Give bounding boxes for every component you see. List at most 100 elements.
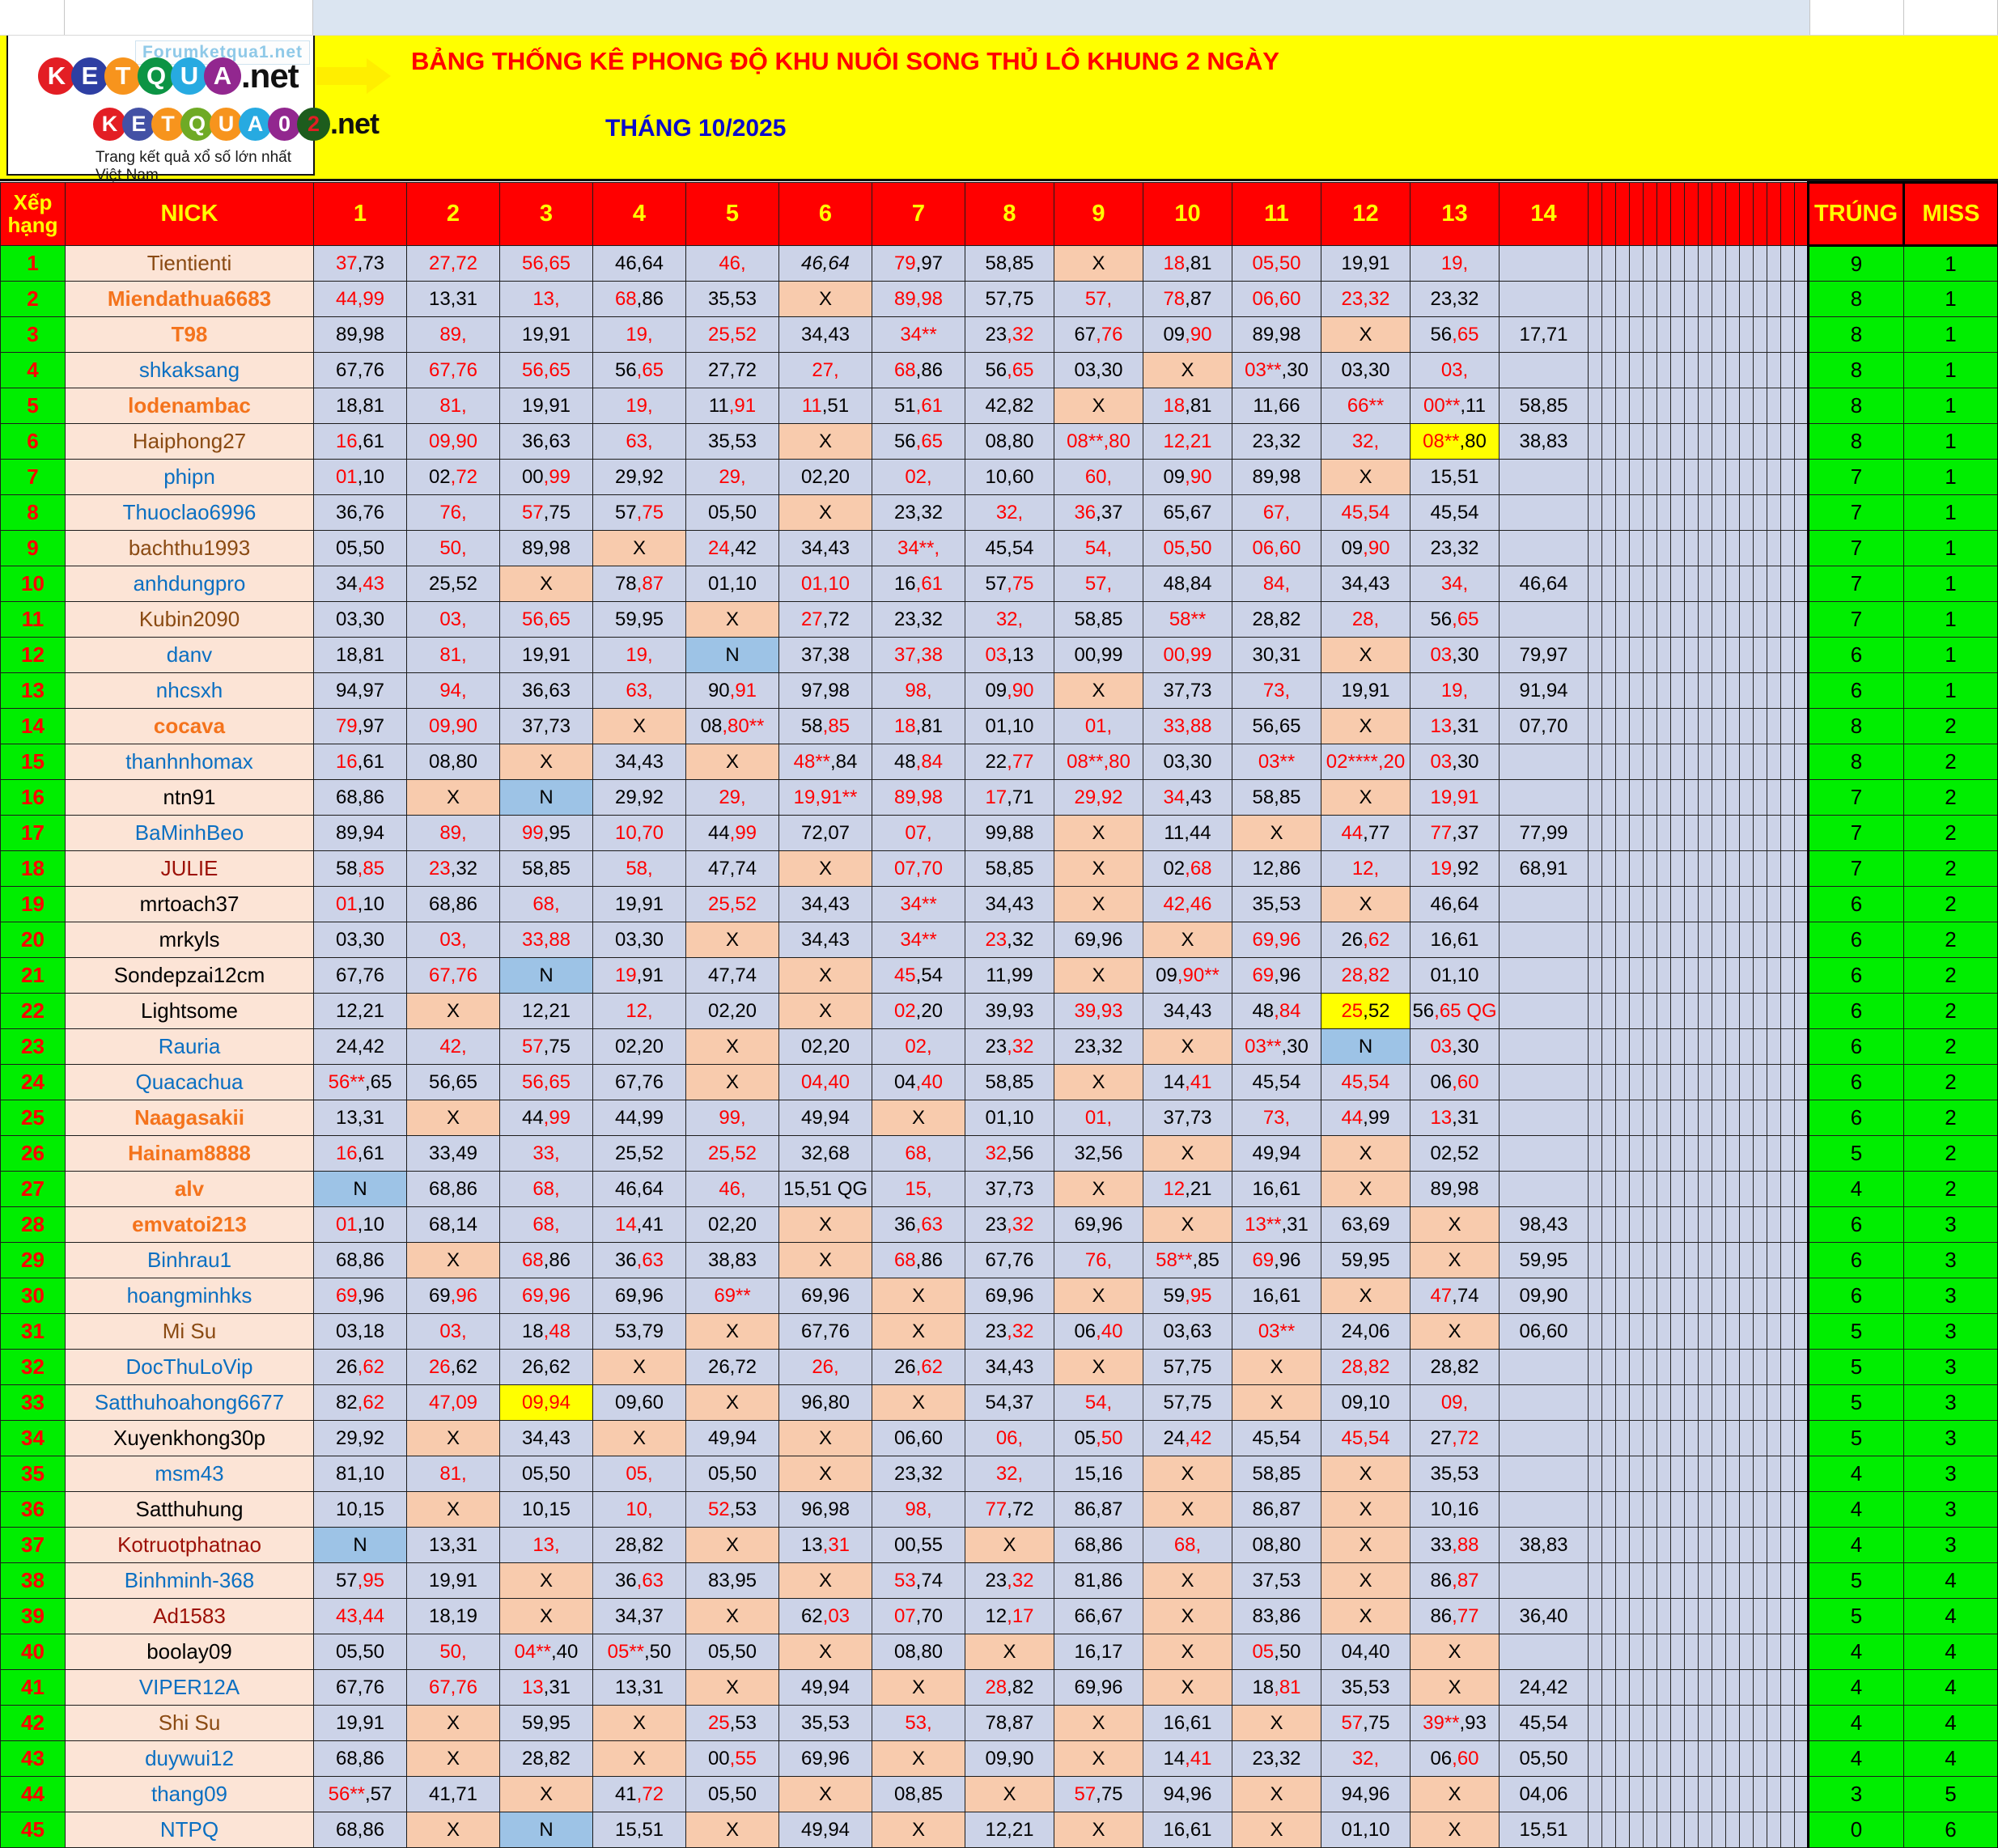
- day-cell[interactable]: 00,99: [1054, 638, 1143, 673]
- day-cell[interactable]: 15,51 QG: [779, 1172, 872, 1207]
- day-cell[interactable]: X: [1232, 1812, 1321, 1848]
- day-cell[interactable]: 19,: [593, 317, 686, 353]
- day-cell[interactable]: 23,32: [965, 317, 1054, 353]
- nick-cell[interactable]: Ad1583: [66, 1599, 314, 1634]
- day-cell[interactable]: 19,: [1410, 246, 1500, 282]
- day-cell[interactable]: 28,82: [1321, 1350, 1410, 1385]
- nick-cell[interactable]: Satthuhung: [66, 1492, 314, 1528]
- day-cell[interactable]: 03,30: [1321, 353, 1410, 388]
- day-cell[interactable]: X: [1143, 1599, 1232, 1634]
- day-cell[interactable]: X: [1410, 1207, 1500, 1243]
- day-cell[interactable]: 01,10: [1321, 1812, 1410, 1848]
- nick-cell[interactable]: Thuoclao6996: [66, 495, 314, 531]
- day-cell[interactable]: 23,32: [872, 602, 965, 638]
- day-cell[interactable]: 07,: [872, 816, 965, 851]
- day-cell[interactable]: X: [1321, 460, 1410, 495]
- day-cell[interactable]: X: [1321, 1563, 1410, 1599]
- trung-cell[interactable]: 6: [1809, 994, 1904, 1029]
- rank-cell[interactable]: 26: [1, 1136, 66, 1172]
- day-cell[interactable]: X: [1143, 1563, 1232, 1599]
- day-cell[interactable]: X: [1054, 1350, 1143, 1385]
- day-cell[interactable]: 04,40: [1321, 1634, 1410, 1670]
- day-cell[interactable]: X: [593, 1350, 686, 1385]
- day-cell[interactable]: 18,81: [1143, 388, 1232, 424]
- day-cell[interactable]: X: [1232, 1777, 1321, 1812]
- day-cell[interactable]: 39,93: [1054, 994, 1143, 1029]
- miss-cell[interactable]: 5: [1904, 1777, 1998, 1812]
- trung-cell[interactable]: 7: [1809, 602, 1904, 638]
- day-cell[interactable]: 09,10: [1321, 1385, 1410, 1421]
- day-cell[interactable]: 45,54: [1321, 1421, 1410, 1456]
- rank-cell[interactable]: 11: [1, 602, 66, 638]
- day-cell[interactable]: 34,37: [593, 1599, 686, 1634]
- day-cell[interactable]: 14,41: [593, 1207, 686, 1243]
- day-cell[interactable]: 19,91: [593, 958, 686, 994]
- day-cell[interactable]: 16,61: [314, 424, 407, 460]
- day-cell[interactable]: 00**,11: [1410, 388, 1500, 424]
- day-cell[interactable]: 68,: [500, 1207, 593, 1243]
- day-cell[interactable]: 23,32: [407, 851, 500, 887]
- trung-cell[interactable]: 7: [1809, 495, 1904, 531]
- col-header-day[interactable]: 5: [686, 183, 779, 246]
- day-cell[interactable]: N: [500, 780, 593, 816]
- day-cell[interactable]: 02,20: [686, 994, 779, 1029]
- day-cell[interactable]: 68,86: [872, 353, 965, 388]
- day-cell[interactable]: 10,15: [314, 1492, 407, 1528]
- rank-cell[interactable]: 15: [1, 744, 66, 780]
- trung-cell[interactable]: 9: [1809, 246, 1904, 282]
- day-cell[interactable]: 36,37: [1054, 495, 1143, 531]
- day-cell[interactable]: 56,65: [872, 424, 965, 460]
- day-cell[interactable]: 23,32: [872, 495, 965, 531]
- col-header-filler[interactable]: [1740, 183, 1754, 246]
- rank-cell[interactable]: 33: [1, 1385, 66, 1421]
- day-cell[interactable]: [1500, 1421, 1589, 1456]
- day-cell[interactable]: 23,32: [965, 1563, 1054, 1599]
- day-cell[interactable]: 34,43: [593, 744, 686, 780]
- day-cell[interactable]: 44,99: [686, 816, 779, 851]
- day-cell[interactable]: 45,54: [1232, 1065, 1321, 1100]
- day-cell[interactable]: 03,30: [1054, 353, 1143, 388]
- trung-cell[interactable]: 4: [1809, 1172, 1904, 1207]
- day-cell[interactable]: 68,: [1143, 1528, 1232, 1563]
- day-cell[interactable]: 06,: [965, 1421, 1054, 1456]
- nick-cell[interactable]: mrkyls: [66, 922, 314, 958]
- day-cell[interactable]: 49,94: [779, 1812, 872, 1848]
- day-cell[interactable]: 14,41: [1143, 1741, 1232, 1777]
- day-cell[interactable]: 67,76: [407, 353, 500, 388]
- day-cell[interactable]: 34,43: [965, 887, 1054, 922]
- day-cell[interactable]: X: [779, 1777, 872, 1812]
- day-cell[interactable]: 14,41: [1143, 1065, 1232, 1100]
- day-cell[interactable]: 01,10: [965, 709, 1054, 744]
- day-cell[interactable]: 35,53: [1410, 1456, 1500, 1492]
- day-cell[interactable]: 11,44: [1143, 816, 1232, 851]
- day-cell[interactable]: X: [686, 922, 779, 958]
- day-cell[interactable]: 58,85: [1054, 602, 1143, 638]
- day-cell[interactable]: 59,95: [500, 1706, 593, 1741]
- nick-cell[interactable]: Quacachua: [66, 1065, 314, 1100]
- day-cell[interactable]: X: [872, 1278, 965, 1314]
- day-cell[interactable]: 06,60: [1232, 282, 1321, 317]
- day-cell[interactable]: 27,72: [779, 602, 872, 638]
- day-cell[interactable]: 02,68: [1143, 851, 1232, 887]
- day-cell[interactable]: 03,30: [1143, 744, 1232, 780]
- day-cell[interactable]: 02,: [872, 460, 965, 495]
- day-cell[interactable]: 24,42: [1143, 1421, 1232, 1456]
- day-cell[interactable]: 58,85: [1500, 388, 1589, 424]
- trung-cell[interactable]: 6: [1809, 1278, 1904, 1314]
- day-cell[interactable]: 51,61: [872, 388, 965, 424]
- day-cell[interactable]: 03,30: [314, 602, 407, 638]
- day-cell[interactable]: 59,95: [1321, 1243, 1410, 1278]
- day-cell[interactable]: 57,75: [965, 566, 1054, 602]
- day-cell[interactable]: 76,: [407, 495, 500, 531]
- day-cell[interactable]: 42,: [407, 1029, 500, 1065]
- day-cell[interactable]: 01,10: [314, 460, 407, 495]
- day-cell[interactable]: X: [1321, 780, 1410, 816]
- day-cell[interactable]: 50,: [407, 531, 500, 566]
- day-cell[interactable]: 46,64: [1500, 566, 1589, 602]
- day-cell[interactable]: 56,65: [1232, 709, 1321, 744]
- day-cell[interactable]: 04,06: [1500, 1777, 1589, 1812]
- miss-cell[interactable]: 3: [1904, 1492, 1998, 1528]
- miss-cell[interactable]: 2: [1904, 851, 1998, 887]
- day-cell[interactable]: X: [686, 1029, 779, 1065]
